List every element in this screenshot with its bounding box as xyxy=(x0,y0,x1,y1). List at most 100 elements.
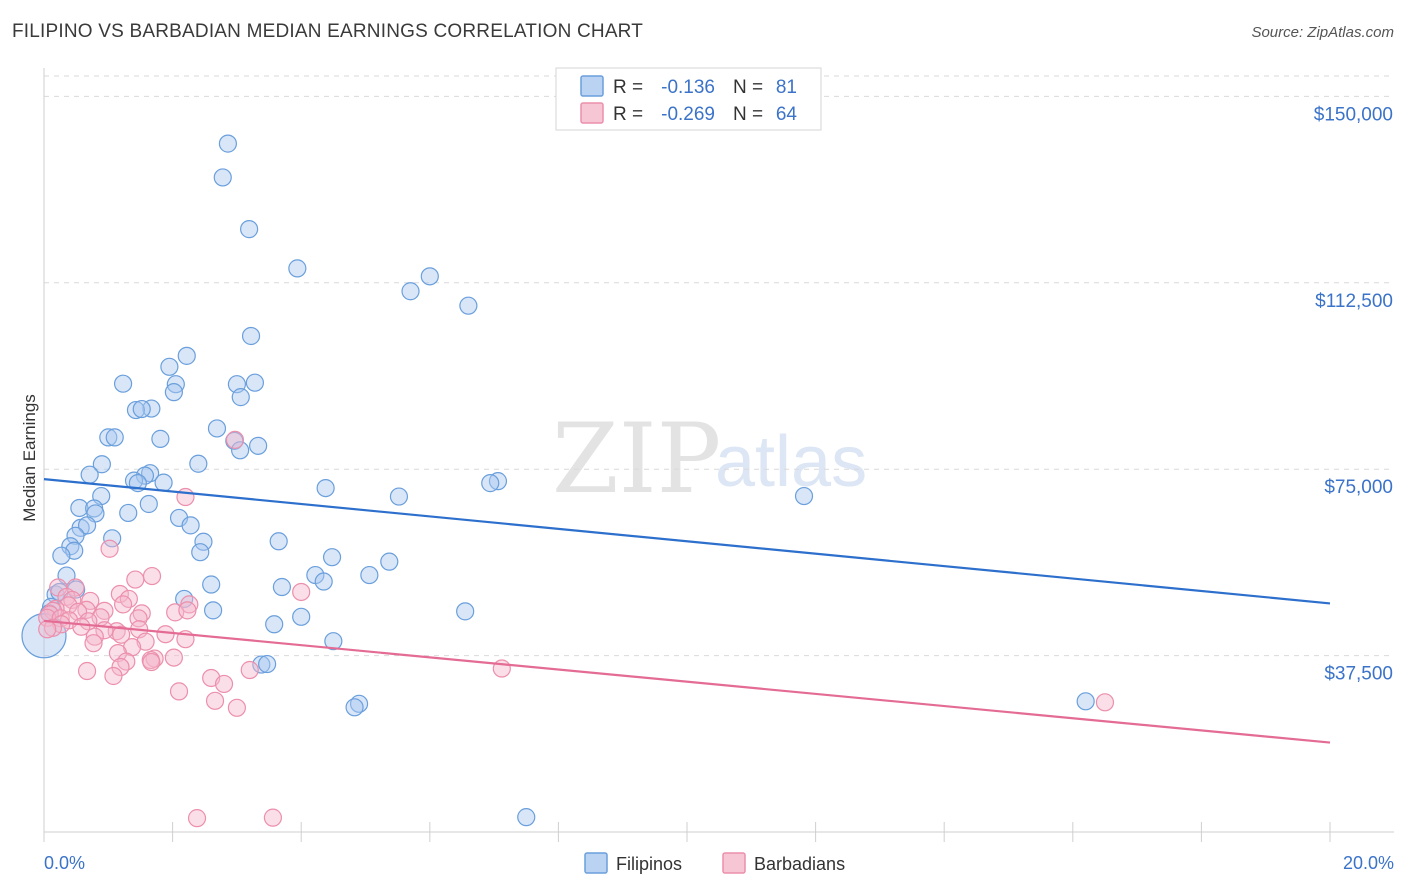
filipinos-point xyxy=(218,134,237,153)
filipinos-point xyxy=(126,400,146,420)
filipinos-point xyxy=(252,655,271,674)
bottom-legend-swatch-filipinos xyxy=(584,852,608,874)
filipinos-point xyxy=(207,419,227,438)
bottom-legend-swatch-barbadians xyxy=(722,852,746,874)
filipinos-points xyxy=(21,134,1095,827)
chart-title: FILIPINO VS BARBADIAN MEDIAN EARNINGS CO… xyxy=(12,21,644,42)
barbadians-point xyxy=(100,539,119,558)
legend-swatch-barbadians xyxy=(580,102,604,124)
legend-r-label-barbadians: R = xyxy=(613,104,643,125)
filipinos-point xyxy=(139,494,158,514)
y-tick-label: $37,500 xyxy=(1324,664,1393,685)
filipinos-point xyxy=(389,487,409,506)
filipinos-point xyxy=(177,346,196,365)
filipinos-point xyxy=(77,516,97,535)
watermark-atlas: atlas xyxy=(715,422,867,502)
filipinos-point xyxy=(481,474,500,493)
filipinos-point xyxy=(103,529,122,548)
filipinos-point xyxy=(794,486,814,506)
barbadians-point xyxy=(169,682,189,701)
filipinos-point xyxy=(269,532,288,551)
legend-r-value-barbadians: -0.269 xyxy=(661,104,715,125)
filipinos-point xyxy=(459,296,478,315)
filipinos-point xyxy=(231,441,250,460)
barbadians-point xyxy=(156,625,175,644)
filipinos-point xyxy=(92,455,111,474)
bottom-legend-label-filipinos: Filipinos xyxy=(616,854,682,874)
filipinos-point xyxy=(345,698,364,717)
filipinos-point xyxy=(380,552,399,571)
filipinos-point xyxy=(420,267,439,286)
barbadians-point xyxy=(176,487,195,507)
filipinos-point xyxy=(316,478,335,498)
y-tick-label: $150,000 xyxy=(1314,104,1393,125)
filipinos-point xyxy=(245,373,265,392)
source-label: Source: ZipAtlas.com xyxy=(1251,24,1394,41)
y-tick-label: $112,500 xyxy=(1315,291,1393,312)
filipinos-point xyxy=(456,602,475,621)
barbadians-point xyxy=(85,627,104,646)
filipinos-point xyxy=(189,454,208,473)
filipinos-point xyxy=(142,399,161,418)
filipinos-trend-line xyxy=(43,478,1331,605)
barbadians-point xyxy=(240,660,259,680)
correlation-legend: R = -0.136 N = 81 R = -0.269 N = 64 xyxy=(555,67,822,131)
filipinos-point xyxy=(132,399,151,419)
barbadians-point xyxy=(187,809,207,828)
filipinos-point xyxy=(181,516,200,535)
legend-n-label-filipinos: N = xyxy=(733,77,763,98)
filipinos-point xyxy=(231,388,250,407)
barbadians-point xyxy=(227,698,246,717)
filipinos-point xyxy=(213,168,232,187)
barbadians-point xyxy=(84,634,103,653)
filipinos-point xyxy=(194,532,213,551)
series-legend: Filipinos Barbadians xyxy=(584,852,845,874)
barbadians-point xyxy=(40,605,59,624)
barbadians-point xyxy=(214,674,234,694)
filipinos-point xyxy=(241,326,261,346)
filipinos-point xyxy=(99,428,118,447)
filipinos-point xyxy=(154,473,173,492)
filipinos-point xyxy=(66,526,85,545)
filipinos-point xyxy=(175,589,194,609)
filipinos-point xyxy=(160,357,179,376)
barbadians-point xyxy=(142,652,161,672)
filipinos-point xyxy=(202,575,221,594)
filipinos-point xyxy=(324,632,343,651)
filipinos-point xyxy=(70,498,89,518)
legend-r-value-filipinos: -0.136 xyxy=(661,77,715,98)
barbadians-point xyxy=(164,648,183,667)
bottom-legend-label-barbadians: Barbadians xyxy=(754,854,845,874)
filipinos-point xyxy=(119,503,138,523)
y-tick-labels: $37,500 $75,000 $112,500 $150,000 xyxy=(1314,104,1393,684)
filipinos-point xyxy=(113,374,133,393)
barbadians-point xyxy=(1095,693,1115,712)
barbadians-point xyxy=(225,430,245,449)
y-tick-label: $75,000 xyxy=(1324,477,1393,498)
filipinos-point xyxy=(288,259,307,278)
filipinos-point xyxy=(80,465,99,484)
legend-r-label-filipinos: R = xyxy=(613,77,643,98)
filipinos-point xyxy=(265,615,284,634)
barbadians-point xyxy=(38,620,57,639)
barbadians-point xyxy=(178,601,197,620)
legend-n-value-barbadians: 64 xyxy=(776,104,798,125)
filipinos-point xyxy=(151,429,170,448)
trend-lines xyxy=(43,478,1331,744)
barbadians-point xyxy=(113,595,133,614)
filipinos-point xyxy=(401,282,420,301)
filipinos-point xyxy=(1076,692,1095,711)
barbadians-point xyxy=(104,666,123,686)
barbadians-point xyxy=(77,661,97,681)
barbadians-point xyxy=(112,625,131,644)
legend-n-label-barbadians: N = xyxy=(733,104,763,125)
filipinos-point xyxy=(258,654,277,674)
filipinos-point xyxy=(314,572,333,591)
filipinos-point xyxy=(191,543,210,562)
filipinos-point xyxy=(164,383,183,402)
barbadians-point xyxy=(81,591,100,611)
barbadians-point xyxy=(263,808,283,827)
barbadians-point xyxy=(142,566,162,586)
filipinos-point xyxy=(322,548,342,567)
